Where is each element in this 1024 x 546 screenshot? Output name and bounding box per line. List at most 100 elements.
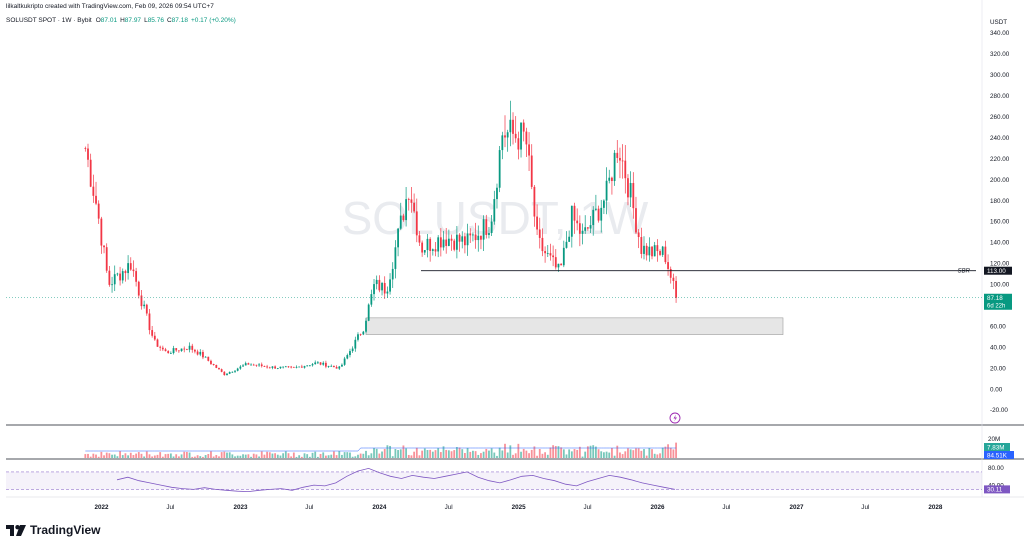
candle-body <box>183 348 186 350</box>
candle-body <box>311 364 314 366</box>
candle-body <box>488 233 490 235</box>
candle-body <box>103 245 105 248</box>
volume-bar <box>504 443 506 458</box>
volume-bar <box>164 454 167 458</box>
candle-body <box>619 157 621 161</box>
high-value: 87.97 <box>124 17 142 24</box>
candle-body <box>359 334 362 336</box>
candle-body <box>627 178 629 198</box>
volume-label-2: 84.51K <box>987 452 1008 459</box>
time-tick-label: Jul <box>305 504 313 511</box>
candle-body <box>343 358 346 365</box>
time-axis[interactable]: 2022 Jul 2023 Jul 2024 Jul 2025 Jul 2026 Jul 2027 J… <box>95 504 943 511</box>
volume-bar <box>287 453 290 458</box>
time-tick-label: Jul <box>861 504 869 511</box>
candle-body <box>159 346 162 348</box>
support-line-price-tag <box>984 266 1012 275</box>
candle-body <box>581 230 584 234</box>
volume-bar <box>180 454 183 458</box>
candle-body <box>453 240 456 250</box>
candle-body <box>234 370 236 372</box>
candle-body <box>362 331 365 335</box>
candle-body <box>522 122 525 132</box>
candle-body <box>303 366 306 368</box>
candle-body <box>439 237 442 248</box>
volume-bar <box>169 453 172 458</box>
candle-body <box>258 364 260 366</box>
candle-body <box>140 295 143 307</box>
volume-bar <box>423 448 426 458</box>
flash-icon[interactable] <box>669 412 681 424</box>
candle-body <box>546 253 549 254</box>
volume-bar <box>319 453 322 458</box>
candle-body <box>346 355 349 359</box>
candle-body <box>338 366 341 369</box>
candle-body <box>290 366 293 368</box>
current-price-value: 87.18 <box>987 295 1003 302</box>
volume-bar <box>659 453 661 458</box>
volume-bar <box>306 454 309 458</box>
candle-body <box>613 152 616 182</box>
volume-bar <box>389 445 391 458</box>
candle-body <box>477 235 480 241</box>
volume-bar <box>600 451 603 458</box>
volume-bar <box>113 454 116 458</box>
volume-bar <box>624 451 627 458</box>
candle-body <box>643 245 645 254</box>
volume-bar <box>399 449 402 458</box>
candle-body <box>667 262 669 269</box>
tradingview-logo[interactable]: TradingView <box>6 523 100 537</box>
volume-bar <box>159 452 162 458</box>
candle-body <box>415 211 418 236</box>
candle-body <box>210 360 212 364</box>
demand-zone-box[interactable] <box>365 317 784 335</box>
volume-bar <box>632 450 635 458</box>
time-tick-label: 2025 <box>512 504 527 511</box>
volume-bar <box>145 451 148 458</box>
candle-body <box>603 200 605 208</box>
volume-bar <box>493 452 496 458</box>
candle-body <box>501 135 504 151</box>
volume-bar <box>525 450 528 458</box>
time-tick-label: 2022 <box>95 504 110 511</box>
open-label: O <box>95 17 101 24</box>
volume-bar <box>570 451 573 458</box>
volume-bar <box>439 452 442 458</box>
open-value: 87.01 <box>100 17 118 24</box>
candle-body <box>536 216 538 230</box>
rsi-value: 30.11 <box>987 487 1003 494</box>
candle-body <box>274 366 277 369</box>
volume-bar <box>530 449 533 458</box>
symbol-name[interactable]: SOLUSDT SPOT · 1W · Bybit <box>6 17 92 24</box>
candle-body <box>405 199 407 221</box>
volume-bar <box>228 452 231 458</box>
volume-bar <box>437 448 440 458</box>
volume-bar <box>651 449 653 458</box>
candle-body <box>105 247 108 271</box>
candle-body <box>656 245 659 252</box>
volume-bar <box>557 446 560 458</box>
candle-body <box>528 144 530 156</box>
candle-body <box>316 362 319 364</box>
candle-body <box>381 282 383 291</box>
volume-bar <box>194 456 196 458</box>
volume-bar <box>533 446 536 458</box>
volume-bar <box>311 452 314 458</box>
candle-body <box>565 241 568 248</box>
volume-bar <box>121 455 124 458</box>
candle-body <box>354 339 357 349</box>
volume-bar <box>506 452 509 458</box>
candle-body <box>445 239 448 246</box>
price-axis[interactable]: 340.00 320.00 300.00 280.00 260.00 240.00 220.… <box>990 30 1010 414</box>
volume-bar <box>105 452 108 458</box>
volume-bar <box>343 452 346 458</box>
candle-body <box>554 257 557 268</box>
candle-body <box>399 215 402 229</box>
volume-bar <box>386 445 389 458</box>
volume-bar <box>520 451 522 458</box>
volume-bar <box>172 456 175 458</box>
candle-body <box>156 339 159 347</box>
volume-bar <box>672 449 675 458</box>
candle-body <box>169 353 172 354</box>
